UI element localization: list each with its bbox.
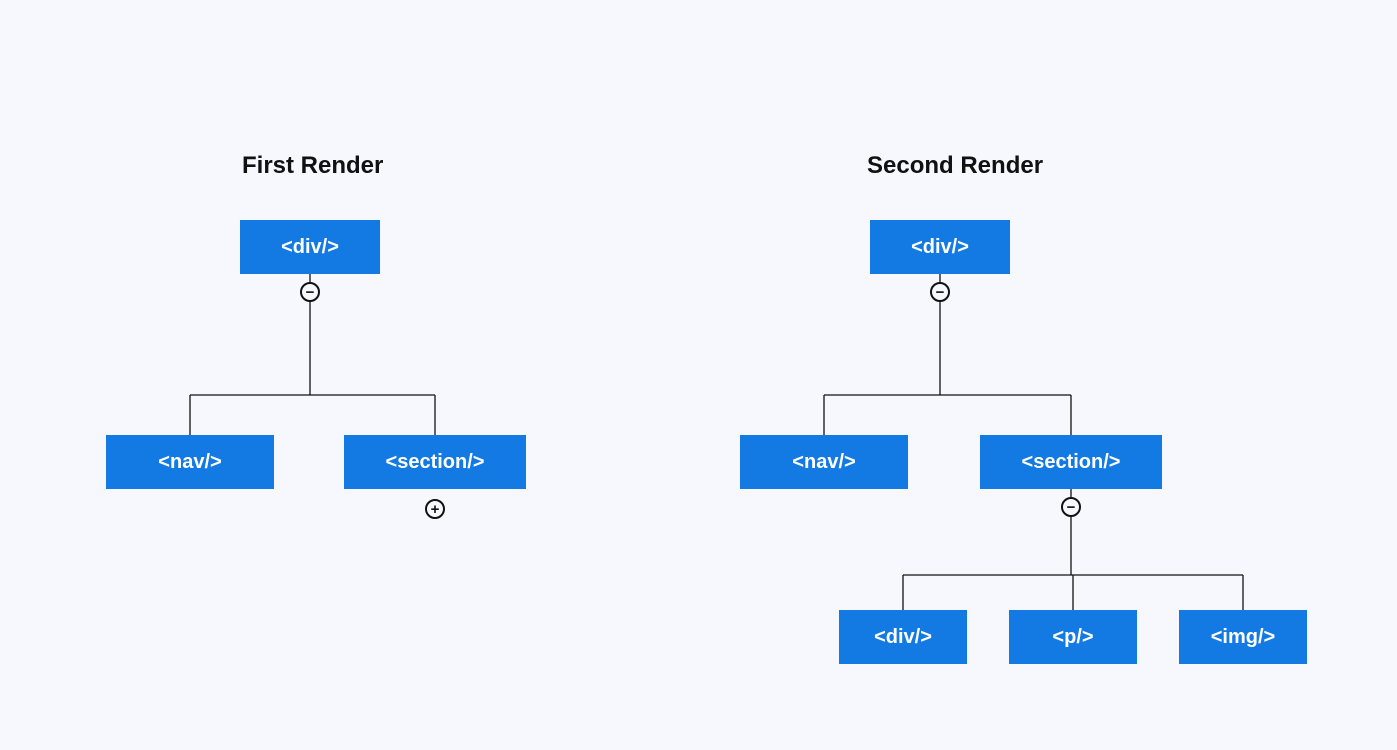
collapse-icon[interactable]: − bbox=[300, 282, 320, 302]
node-r-section: <section/> bbox=[980, 435, 1162, 489]
right-title: Second Render bbox=[867, 152, 1043, 180]
node-r-nav: <nav/> bbox=[740, 435, 908, 489]
node-l-nav: <nav/> bbox=[106, 435, 274, 489]
node-r-img: <img/> bbox=[1179, 610, 1307, 664]
left-title: First Render bbox=[242, 152, 383, 180]
node-r-p: <p/> bbox=[1009, 610, 1137, 664]
node-r-div: <div/> bbox=[870, 220, 1010, 274]
collapse-icon[interactable]: − bbox=[1061, 497, 1081, 517]
collapse-icon[interactable]: − bbox=[930, 282, 950, 302]
node-r-div2: <div/> bbox=[839, 610, 967, 664]
node-l-div: <div/> bbox=[240, 220, 380, 274]
node-l-section: <section/> bbox=[344, 435, 526, 489]
expand-icon[interactable]: + bbox=[425, 499, 445, 519]
